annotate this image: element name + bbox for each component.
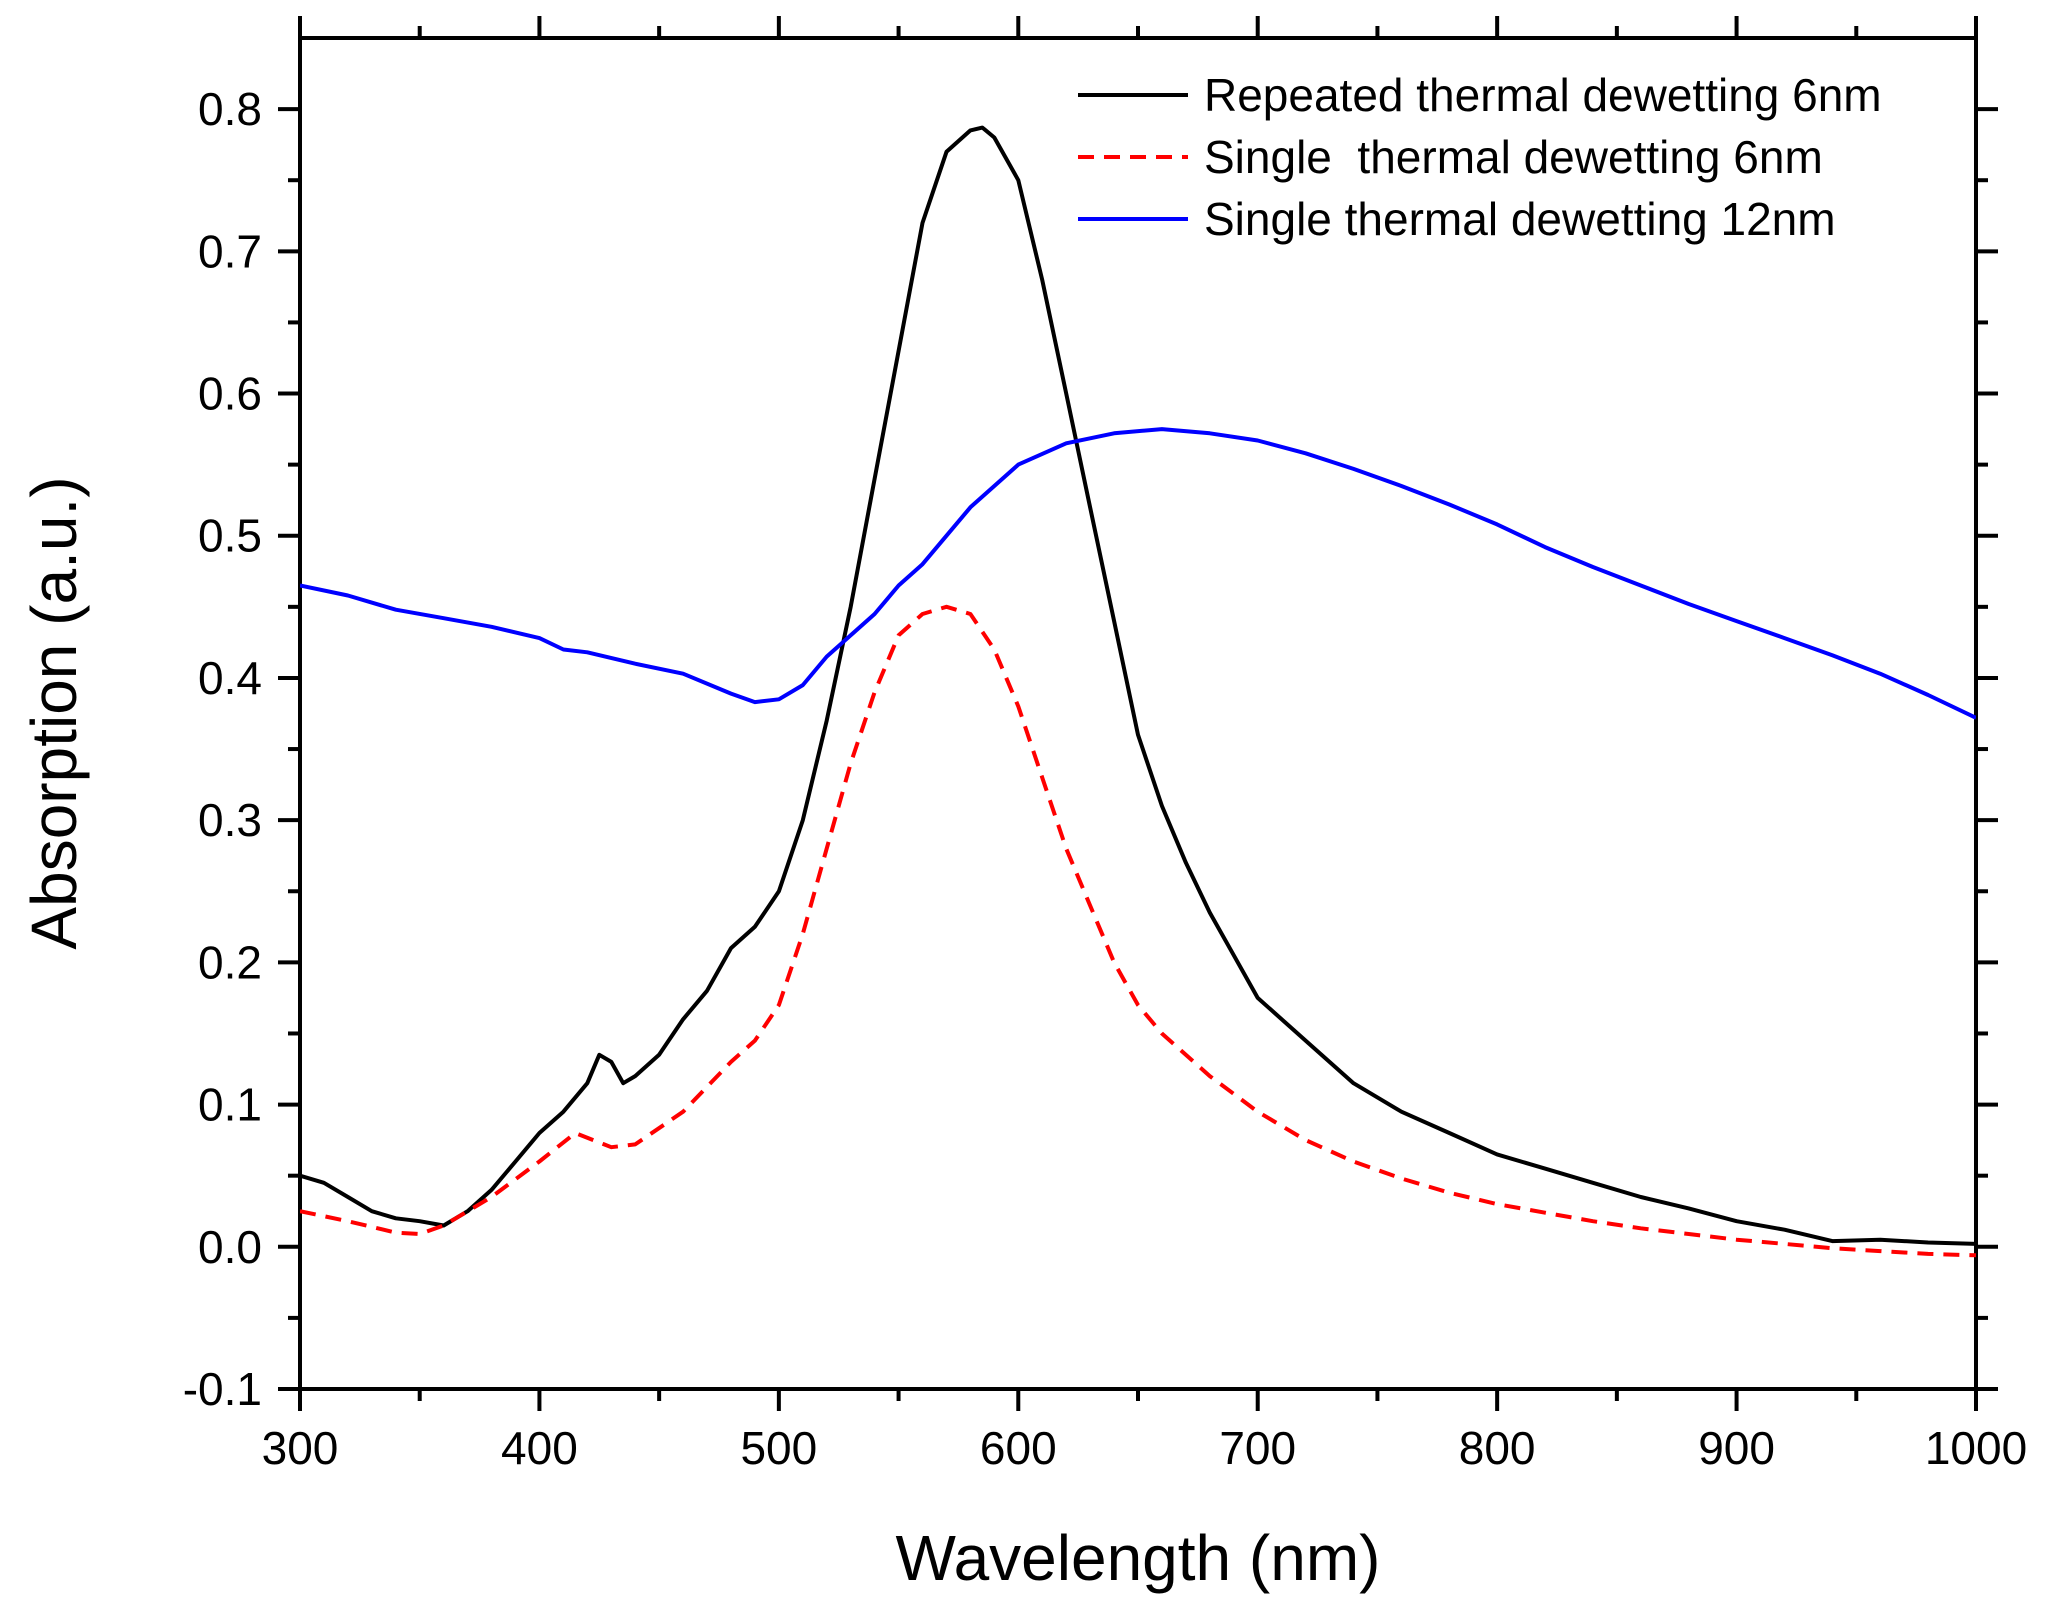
x-axis: 300 400 500 600 700 800 900 1000	[262, 16, 2027, 1474]
y-tick-label: 0.4	[198, 652, 262, 704]
y-axis: -0.1 0.0 0.1 0.2 0.3 0.4 0.5 0.6 0.7 0.8	[183, 83, 1998, 1415]
x-tick-label: 900	[1698, 1422, 1775, 1474]
legend-label-0: Repeated thermal dewetting 6nm	[1204, 69, 1882, 121]
x-tick-label: 600	[980, 1422, 1057, 1474]
y-tick-label: 0.3	[198, 794, 262, 846]
y-tick-label: 0.0	[198, 1221, 262, 1273]
x-axis-title: Wavelength (nm)	[896, 1522, 1381, 1594]
y-tick-label: 0.1	[198, 1079, 262, 1131]
series-line-0	[300, 125, 1976, 1246]
y-tick-label: 0.5	[198, 510, 262, 562]
y-tick-label: -0.1	[183, 1363, 262, 1415]
x-tick-label: 500	[740, 1422, 817, 1474]
x-tick-label: 300	[262, 1422, 339, 1474]
series-line-1	[300, 604, 1976, 1258]
series-layer	[300, 125, 1976, 1258]
y-tick-label: 0.7	[198, 225, 262, 277]
legend-label-2: Single thermal dewetting 12nm	[1204, 193, 1836, 245]
x-tick-label: 400	[501, 1422, 578, 1474]
series-line-2	[300, 427, 1976, 720]
y-axis-title: Absorption (a.u.)	[18, 476, 90, 949]
y-tick-label: 0.2	[198, 936, 262, 988]
legend: Repeated thermal dewetting 6nm Single the…	[1078, 69, 1882, 245]
x-tick-label: 800	[1459, 1422, 1536, 1474]
y-tick-label: 0.6	[198, 368, 262, 420]
legend-label-1: Single thermal dewetting 6nm	[1204, 131, 1823, 183]
x-tick-label: 1000	[1925, 1422, 2027, 1474]
y-tick-label: 0.8	[198, 83, 262, 135]
x-tick-label: 700	[1219, 1422, 1296, 1474]
